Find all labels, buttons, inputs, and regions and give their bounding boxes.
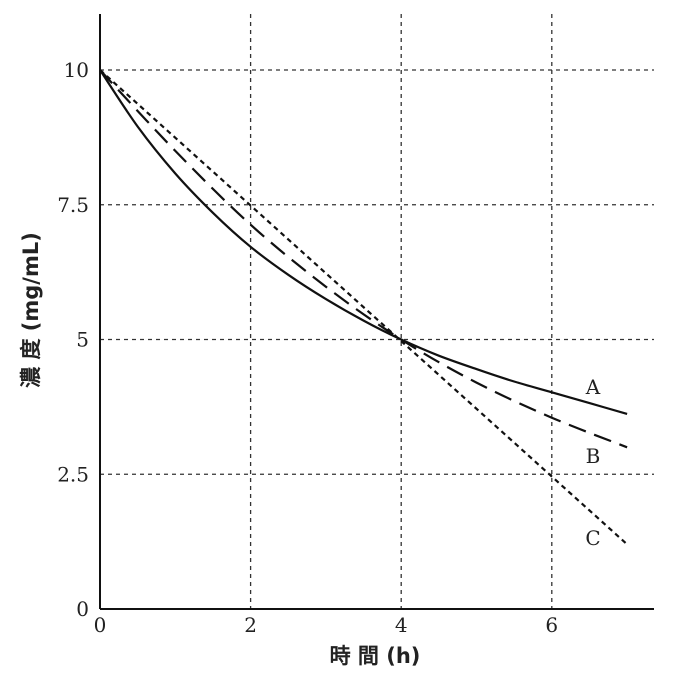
x-tick-label: 2 — [244, 613, 257, 637]
y-tick-label: 5 — [76, 328, 89, 352]
x-axis-title: 時 間 (h) — [330, 644, 421, 668]
y-tick-label: 2.5 — [57, 462, 89, 486]
y-tick-label: 7.5 — [57, 193, 89, 217]
x-tick-label: 0 — [94, 613, 107, 637]
axes — [99, 14, 654, 610]
x-tick-label: 6 — [545, 613, 558, 637]
x-tick-label: 4 — [395, 613, 408, 637]
series-line-c — [99, 69, 628, 546]
y-tick-label: 10 — [64, 58, 89, 82]
series-line-a — [99, 69, 628, 415]
tick-labels: 0 2 4 6 0 2.5 5 7.5 10 — [57, 58, 558, 637]
series-label-a: A — [585, 375, 601, 399]
series-labels: A B C — [585, 375, 601, 550]
y-tick-label: 0 — [76, 597, 89, 621]
y-axis-title: 濃 度 (mg/mL) — [19, 232, 43, 388]
series-label-c: C — [585, 526, 600, 550]
series-lines — [99, 69, 628, 546]
grid — [100, 14, 654, 609]
series-label-b: B — [586, 444, 601, 468]
series-line-b — [99, 69, 628, 449]
